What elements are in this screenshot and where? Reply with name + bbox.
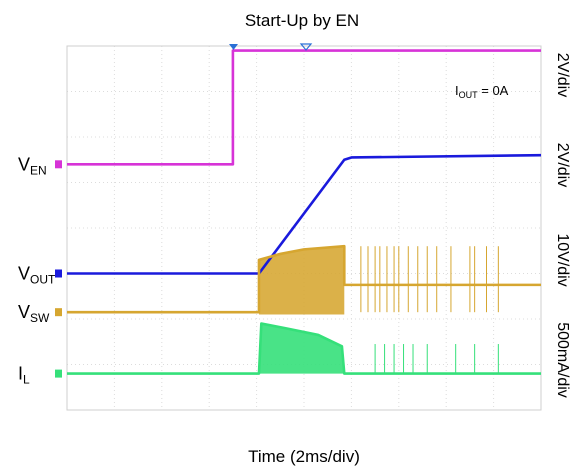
il-trace (67, 322, 541, 375)
trigger-marker-icon (229, 44, 238, 50)
vsw-switching-band (258, 246, 345, 315)
il-marker-icon (55, 369, 62, 378)
scale-labels: 2V/div 2V/div 10V/div 500mA/div (554, 53, 571, 398)
vsw-trace (67, 244, 541, 314)
vout-scale: 2V/div (554, 143, 571, 187)
vout-marker-icon (55, 269, 62, 278)
vout-label: VOUT (18, 264, 56, 287)
vsw-label: VSW (18, 302, 50, 325)
x-axis-label: Time (2ms/div) (248, 447, 360, 466)
plot-frame (66, 45, 542, 411)
il-scale: 500mA/div (554, 322, 571, 398)
ven-marker-icon (55, 160, 62, 169)
il-label: IL (18, 364, 30, 387)
chart-title: Start-Up by EN (245, 11, 359, 30)
ven-label: VEN (18, 154, 47, 177)
vout-trace (67, 153, 542, 275)
ven-trace (67, 49, 541, 166)
trigger-position-icon (299, 43, 313, 51)
vsw-marker-icon (55, 308, 62, 317)
vsw-scale: 10V/div (554, 233, 571, 286)
ven-scale: 2V/div (554, 53, 571, 97)
iout-annotation: IOUT = 0A (455, 83, 509, 100)
traces (67, 43, 542, 375)
channel-labels: VEN VOUT VSW IL (18, 154, 62, 387)
il-burst (258, 323, 345, 374)
